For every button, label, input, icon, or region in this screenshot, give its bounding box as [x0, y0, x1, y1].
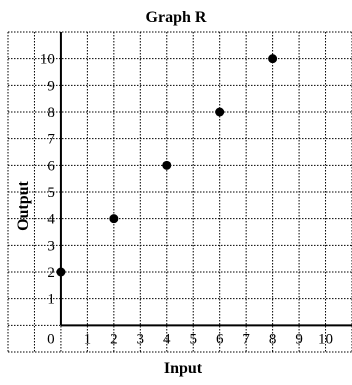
- data-point: [215, 107, 225, 117]
- x-tick-label: 9: [295, 331, 303, 347]
- y-tick-label: 5: [47, 185, 55, 201]
- data-point: [268, 54, 278, 64]
- x-tick-label: 1: [84, 331, 92, 347]
- y-tick-label: 1: [47, 292, 55, 308]
- x-axis-label: Input: [164, 360, 203, 377]
- grid: [7, 31, 352, 353]
- axes: [59, 32, 352, 327]
- y-axis-label: Output: [15, 180, 32, 230]
- data-points: [56, 54, 278, 277]
- x-tick-label: 2: [110, 331, 118, 347]
- x-tick-label: 5: [189, 331, 197, 347]
- y-tick-label: 9: [47, 78, 55, 94]
- y-tick-label: 4: [47, 212, 55, 228]
- data-point: [56, 267, 66, 277]
- y-tick-label: 10: [40, 52, 55, 68]
- x-tick-label: 7: [242, 331, 250, 347]
- y-tick-label: 3: [47, 238, 55, 254]
- x-tick-label: 4: [163, 331, 171, 347]
- x-tick-label: 0: [47, 331, 55, 347]
- data-point: [109, 214, 119, 224]
- y-tick-label: 6: [47, 158, 55, 174]
- tick-labels: 1 2 3 4 5 6 7 8 9 10 0 1 2 3 4 5 6 7 8 9 10: [40, 52, 333, 348]
- chart-title: Graph R: [146, 9, 207, 26]
- data-point: [162, 160, 172, 170]
- x-tick-label: 8: [269, 331, 277, 347]
- x-tick-label: 10: [318, 331, 333, 347]
- x-tick-label: 6: [216, 331, 224, 347]
- y-tick-label: 7: [47, 132, 55, 148]
- y-tick-label: 2: [47, 265, 55, 281]
- y-tick-label: 8: [47, 105, 55, 121]
- x-tick-label: 3: [137, 331, 145, 347]
